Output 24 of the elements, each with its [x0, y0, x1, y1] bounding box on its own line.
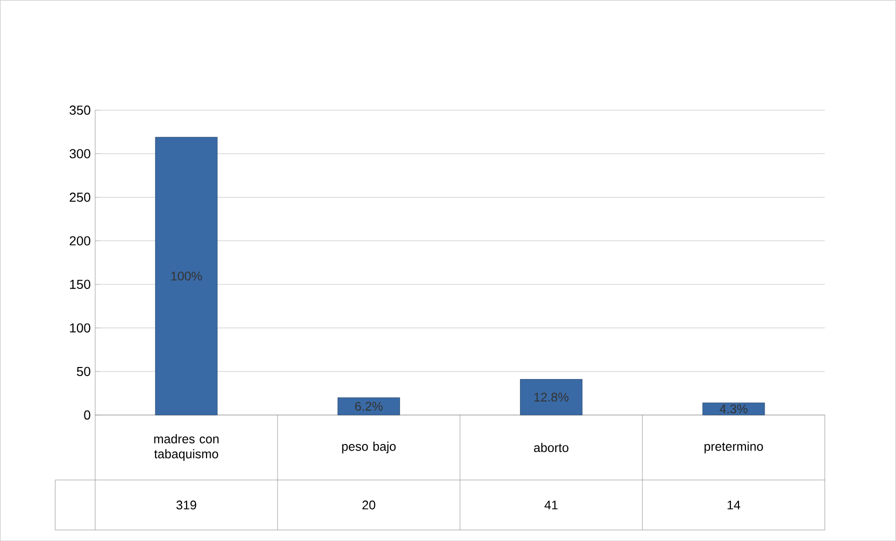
data-label: 20 — [362, 500, 376, 510]
y-tick-label: 200 — [70, 236, 90, 246]
y-tick-label: 350 — [70, 105, 90, 115]
y-tick-label: 300 — [70, 149, 90, 158]
x-tick-label: peso bajo — [342, 442, 396, 454]
data-label: 41 — [544, 500, 558, 510]
y-tick-label: 150 — [70, 280, 90, 289]
x-tick-label: madres con tabaquismo — [154, 434, 219, 461]
bar — [702, 402, 765, 416]
annotation: 6.2% — [355, 402, 383, 411]
x-tick-label: aborto — [534, 442, 568, 452]
bar — [338, 397, 400, 416]
y-tick-label: 50 — [76, 366, 90, 376]
y-tick-label: 0 — [84, 410, 90, 420]
data-label: 319 — [176, 500, 196, 510]
annotation: 4.3% — [720, 404, 748, 414]
bar — [155, 136, 218, 416]
annotation: 100% — [171, 272, 202, 280]
bar — [520, 379, 582, 416]
y-tick-label: 100 — [70, 323, 90, 332]
annotation: 12.8% — [534, 392, 568, 402]
x-tick-label: pretermino — [704, 442, 763, 454]
y-tick-label: 250 — [70, 192, 90, 202]
data-label: 14 — [728, 500, 740, 510]
